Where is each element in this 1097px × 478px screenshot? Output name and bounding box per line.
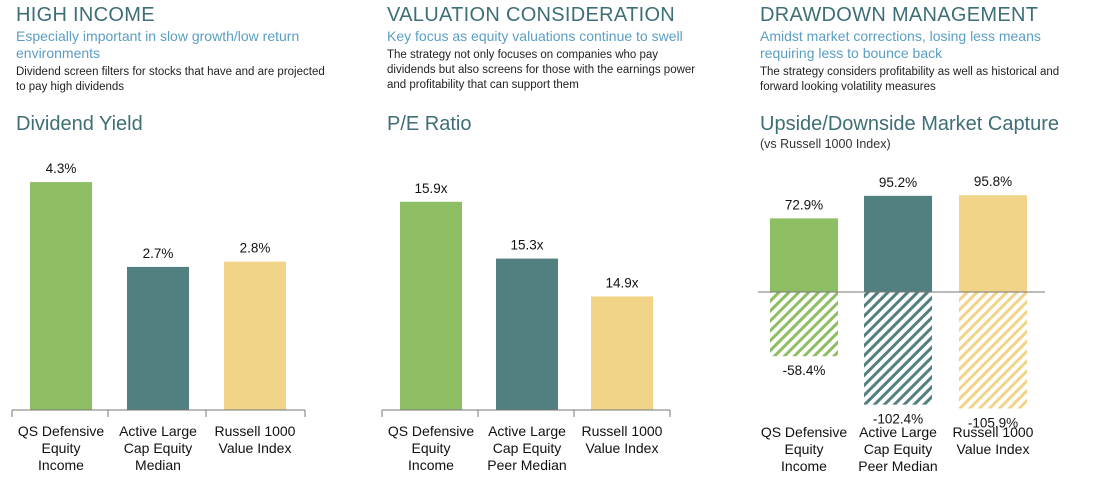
downside-label: -105.9% [968,415,1018,430]
category-label: Value Index [586,440,659,456]
category-label: QS Defensive [18,423,105,439]
data-label: 2.8% [240,241,271,256]
panel-heading: DRAWDOWN MANAGEMENT [760,4,1039,26]
panel-heading: VALUATION CONSIDERATION [387,4,676,26]
valuation-panel: VALUATION CONSIDERATION Key focus as equ… [387,0,727,478]
category-label: Value Index [219,440,292,456]
data-label: 2.7% [143,246,174,261]
downside-bar [864,292,932,405]
chart-title: Dividend Yield [16,113,143,135]
category-label: Active Large [119,423,197,439]
panel-description: The strategy not only focuses on compani… [387,49,696,91]
category-label: QS Defensive [388,423,475,439]
category-label: Income [38,457,84,473]
category-label: Active Large [488,423,566,439]
data-label: 15.9x [414,181,447,196]
upside-bar [959,195,1027,292]
category-label: Income [781,458,827,474]
category-label: Income [408,457,454,473]
panel-subheading: Key focus as equity valuations continue … [387,28,683,44]
category-label: Equity [785,441,824,457]
chart-title: P/E Ratio [387,113,472,135]
data-label: 15.3x [510,238,543,253]
high-income-panel: HIGH INCOME Especially important in slow… [16,0,346,478]
bar [591,296,653,410]
panel-description: Dividend screen filters for stocks that … [16,66,325,93]
category-label: Equity [412,440,451,456]
upside-bar [864,195,932,292]
panel-description: The strategy considers profitability as … [760,66,1060,93]
chart-subtitle: (vs Russell 1000 Index) [760,137,891,151]
category-label: Active Large [859,424,937,440]
data-label: 14.9x [605,275,638,290]
bar [496,258,558,410]
bar [400,201,462,410]
panel-subheading: Especially important in slow growth/low … [16,28,300,61]
chart-title: Upside/Downside Market Capture [760,113,1060,135]
category-label: Peer Median [858,458,937,474]
panel-heading: HIGH INCOME [16,4,155,26]
upside-bar [770,218,838,292]
category-label: Russell 1000 [215,423,296,439]
category-label: Cap Equity [864,441,932,457]
drawdown-panel: DRAWDOWN MANAGEMENT Amidst market correc… [760,0,1097,478]
bar [224,261,286,410]
category-label: Peer Median [487,457,566,473]
downside-bar [770,292,838,357]
downside-label: -102.4% [873,412,923,427]
panel-subheading: Amidst market corrections, losing less m… [760,28,1041,61]
bar [30,182,92,410]
bar [127,266,189,410]
upside-label: 95.2% [879,175,917,190]
category-label: QS Defensive [761,424,848,440]
category-label: Cap Equity [124,440,192,456]
category-label: Value Index [957,441,1030,457]
category-label: Russell 1000 [582,423,663,439]
category-label: Equity [42,440,81,456]
downside-label: -58.4% [783,363,826,378]
category-label: Cap Equity [493,440,561,456]
downside-bar [959,292,1027,409]
category-label: Russell 1000 [953,424,1034,440]
data-label: 4.3% [46,161,77,176]
upside-label: 72.9% [785,197,823,212]
upside-label: 95.8% [974,174,1012,189]
category-label: Median [135,457,181,473]
